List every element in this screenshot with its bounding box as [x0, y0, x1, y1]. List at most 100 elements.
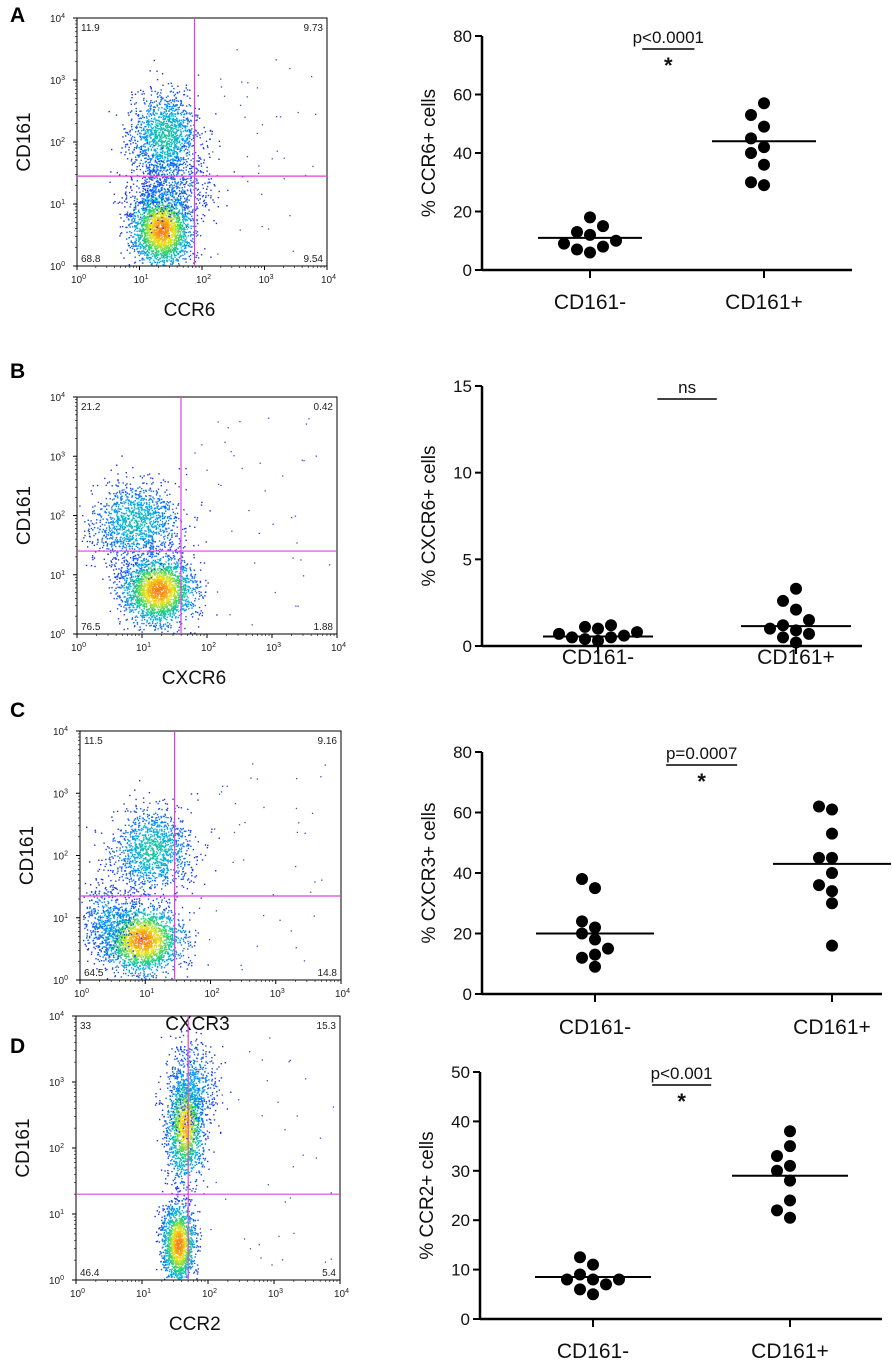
cell-event [182, 221, 185, 223]
cell-event [143, 185, 145, 188]
cell-event [189, 142, 192, 145]
cell-event [149, 178, 151, 180]
cell-event [185, 145, 187, 147]
cell-event [185, 600, 187, 602]
cell-event [181, 215, 184, 217]
cell-event [217, 253, 219, 255]
cell-event [161, 135, 163, 137]
cell-event [172, 171, 174, 173]
cell-event [168, 232, 170, 234]
cell-event [166, 230, 168, 233]
cell-event [168, 189, 170, 191]
cell-event [160, 232, 162, 234]
cell-event [140, 565, 142, 567]
cell-event [197, 155, 199, 157]
cell-event [151, 222, 154, 225]
cell-event [170, 256, 173, 258]
cell-event [168, 110, 170, 112]
cell-event [142, 253, 144, 255]
cell-event [125, 198, 127, 200]
cell-event [172, 117, 175, 120]
cell-event [151, 170, 154, 172]
cell-event [181, 235, 183, 238]
cell-event [169, 209, 171, 211]
cell-event [174, 214, 176, 217]
cell-event [174, 180, 176, 183]
cell-event [162, 245, 165, 247]
cell-event [275, 59, 277, 61]
cell-event [165, 193, 167, 195]
cell-event [151, 101, 154, 104]
cell-event [174, 221, 177, 223]
cell-event [166, 143, 168, 146]
cell-event [139, 148, 142, 150]
cell-event [143, 145, 145, 147]
cell-event [149, 189, 151, 192]
cell-event [170, 135, 172, 137]
cell-event [186, 585, 188, 587]
cell-event [155, 100, 157, 102]
cell-event [197, 182, 199, 184]
cell-event [143, 97, 145, 100]
cell-event [183, 245, 185, 247]
cell-event [153, 255, 156, 257]
cell-event [144, 218, 147, 220]
x-axis-label: CCR6 [164, 300, 216, 321]
cell-event [155, 241, 158, 243]
cell-event [152, 612, 154, 614]
cell-event [154, 245, 156, 248]
cell-event [166, 235, 169, 237]
cell-event [141, 197, 143, 200]
cell-event [177, 248, 179, 250]
cell-event [143, 127, 145, 130]
cell-event [163, 242, 166, 245]
cell-event [173, 142, 176, 145]
cell-event [140, 148, 142, 151]
cell-event [153, 129, 155, 132]
cell-event [121, 601, 123, 603]
cell-event [174, 203, 176, 206]
cell-event [159, 131, 161, 134]
cell-event [188, 154, 191, 156]
cell-event [160, 123, 162, 126]
cell-event [195, 230, 197, 232]
cell-event [177, 253, 180, 256]
cell-event [148, 186, 151, 188]
cell-event [160, 169, 162, 171]
cell-event [184, 239, 186, 241]
cell-event [149, 225, 152, 227]
cell-event [178, 164, 181, 167]
cell-event [165, 134, 167, 136]
cell-event [193, 124, 195, 126]
cell-event [181, 597, 183, 599]
cell-event [158, 183, 160, 186]
cell-event [143, 137, 145, 139]
cell-event [170, 154, 172, 157]
cell-event [164, 247, 166, 249]
cell-event [158, 153, 161, 155]
cell-event [130, 137, 133, 139]
cell-event [144, 139, 147, 142]
cell-event [176, 157, 178, 159]
cell-event [179, 141, 181, 144]
cell-event [152, 209, 154, 212]
cell-event [187, 223, 189, 225]
cell-event [187, 242, 190, 244]
cell-event [139, 601, 141, 604]
cell-event [147, 132, 150, 134]
cell-event [137, 129, 140, 132]
cell-event [158, 230, 160, 232]
cell-event [170, 82, 172, 84]
cell-event [153, 217, 155, 219]
cell-event [157, 128, 160, 130]
cell-event [167, 214, 170, 216]
cell-event [151, 123, 153, 125]
cell-event [170, 184, 172, 186]
cell-event [170, 140, 173, 142]
cell-event [175, 595, 177, 597]
cell-event [165, 176, 167, 178]
cell-event [276, 116, 278, 118]
cell-event [165, 214, 167, 216]
cell-event [143, 214, 145, 217]
cell-event [170, 148, 173, 151]
